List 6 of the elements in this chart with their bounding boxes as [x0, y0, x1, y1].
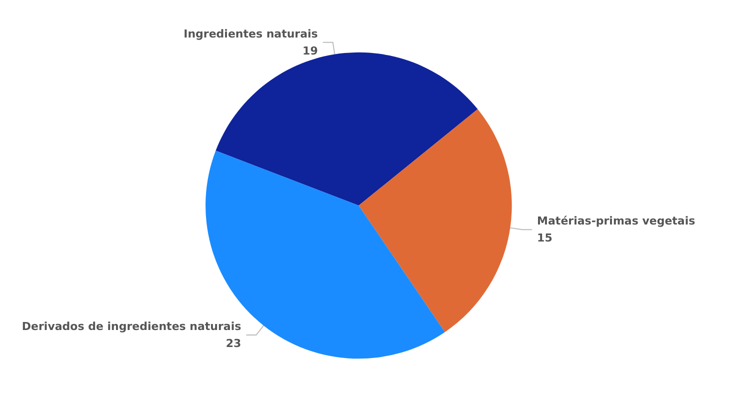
data-label: 19 — [302, 44, 318, 58]
data-label: 23 — [226, 337, 242, 350]
slice-label: Derivados de ingredientes naturais — [22, 320, 242, 334]
slice-label: Matérias-primas vegetais — [537, 214, 696, 228]
slice-label: Ingredientes naturais — [184, 27, 318, 40]
data-label: 15 — [537, 232, 552, 245]
